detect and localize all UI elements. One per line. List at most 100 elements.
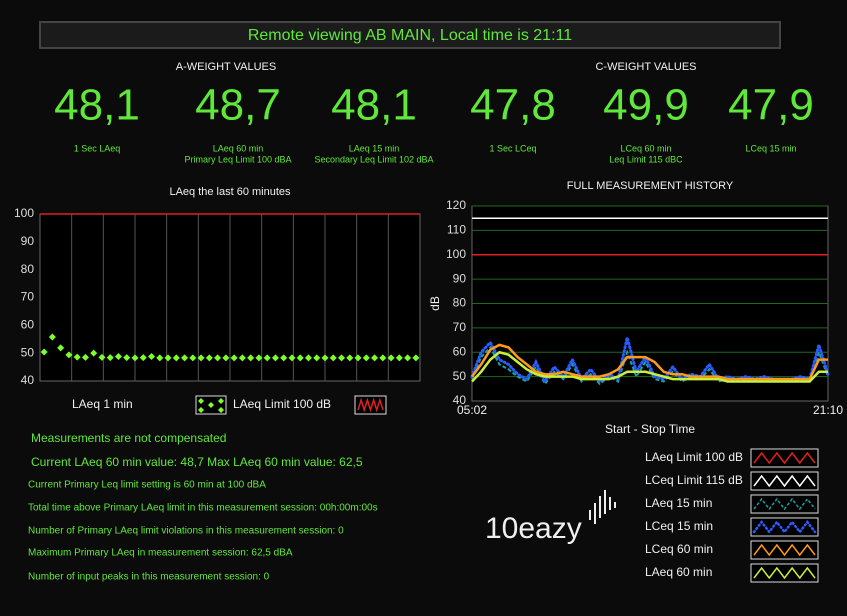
y-tick-label: 80: [21, 262, 35, 276]
legend-icon: [753, 451, 816, 465]
y-tick-label: 60: [21, 318, 35, 332]
marker: [288, 354, 296, 362]
y-tick-label: 100: [446, 247, 466, 261]
legend-label: LAeq Limit 100 dB: [645, 450, 743, 464]
marker: [214, 354, 222, 362]
reading-label: Secondary Leq Limit 102 dBA: [314, 154, 433, 164]
marker: [362, 354, 370, 362]
reading-label: LAeq 60 min: [213, 143, 264, 153]
reading-value: 48,7: [195, 81, 281, 130]
legend-icon: [357, 397, 384, 413]
status-line: Current Primary Leq limit setting is 60 …: [28, 480, 266, 491]
legend-label: LAeq Limit 100 dB: [233, 397, 331, 411]
legend-label: LCeq 15 min: [645, 519, 713, 533]
legend-label: LAeq 15 min: [645, 496, 712, 510]
marker: [346, 354, 354, 362]
reading-label: LAeq 15 min: [349, 143, 400, 153]
marker: [296, 354, 304, 362]
marker: [313, 354, 321, 362]
marker: [48, 333, 56, 341]
y-tick-label: 70: [453, 320, 467, 334]
legend-icon: [218, 398, 224, 404]
marker: [395, 354, 403, 362]
marker: [181, 354, 189, 362]
marker: [65, 351, 73, 359]
marker: [156, 354, 164, 362]
logo: 10eazy: [485, 512, 582, 545]
legend-icon: [753, 474, 816, 488]
legend-label: LAeq 1 min: [72, 397, 133, 411]
reading-label: Primary Leq Limit 100 dBA: [184, 154, 291, 164]
x-axis-label: Start - Stop Time: [605, 422, 695, 436]
y-tick-label: 90: [453, 271, 467, 285]
marker: [238, 354, 246, 362]
legend-label: LCeq Limit 115 dB: [645, 473, 743, 487]
reading-label: Leq Limit 115 dBC: [609, 154, 683, 164]
series-line: [471, 350, 828, 383]
marker: [404, 354, 412, 362]
legend-icon: [198, 407, 204, 413]
marker: [131, 354, 139, 362]
marker: [321, 354, 329, 362]
section-title: A-WEIGHT VALUES: [176, 61, 276, 73]
series-line: [470, 343, 828, 381]
legend-icon: [198, 398, 204, 404]
legend-label: LCeq 60 min: [645, 542, 713, 556]
status-line: Maximum Primary LAeq in measurement sess…: [28, 548, 293, 559]
y-tick-label: 70: [21, 290, 35, 304]
legend-label: LAeq 60 min: [645, 565, 712, 579]
marker: [255, 354, 263, 362]
marker: [247, 354, 255, 362]
reading-value: 48,1: [331, 81, 417, 130]
y-tick-label: 40: [21, 373, 35, 387]
reading-value: 49,9: [603, 81, 689, 130]
y-tick-label: 110: [447, 223, 466, 237]
legend-icon: [218, 407, 224, 413]
marker: [371, 354, 379, 362]
status-line: Number of input peaks in this measuremen…: [28, 572, 270, 583]
marker: [412, 354, 420, 362]
legend-icon: [752, 519, 817, 535]
marker: [40, 348, 48, 356]
y-tick-label: 60: [453, 344, 467, 358]
marker: [354, 354, 362, 362]
legend-icon-frame: [750, 494, 819, 514]
logo-bars: [589, 490, 616, 524]
y-tick-label: 100: [14, 206, 34, 220]
marker: [73, 353, 81, 361]
status-line: Total time above Primary LAeq limit in t…: [28, 503, 378, 514]
status-line: Current LAeq 60 min value: 48,7 Max LAeq…: [31, 455, 363, 469]
legend-icon: [753, 497, 816, 511]
y-tick-label: 50: [21, 345, 35, 359]
y-tick-label: 40: [453, 393, 467, 407]
marker: [90, 349, 98, 357]
marker: [172, 354, 180, 362]
marker: [139, 354, 147, 362]
marker: [106, 354, 114, 362]
reading-value: 47,9: [728, 81, 814, 130]
reading-value: 48,1: [54, 81, 140, 130]
marker: [338, 354, 346, 362]
x-tick-label: 05:02: [457, 403, 487, 417]
reading-label: 1 Sec LCeq: [489, 143, 536, 153]
legend-icon-frame: [750, 540, 819, 560]
legend-icon: [208, 402, 214, 408]
marker: [222, 354, 230, 362]
legend-icon-frame: [750, 563, 819, 583]
marker: [263, 354, 271, 362]
reading-label: LCeq 15 min: [745, 143, 796, 153]
header-bar: [39, 21, 781, 49]
marker: [98, 353, 106, 361]
marker: [230, 354, 238, 362]
marker: [197, 354, 205, 362]
legend-icon-frame: [750, 448, 819, 468]
marker: [164, 354, 172, 362]
y-tick-label: 90: [21, 234, 35, 248]
marker: [387, 354, 395, 362]
y-tick-label: 50: [453, 369, 467, 383]
legend-icon: [753, 566, 816, 580]
chart-title: FULL MEASUREMENT HISTORY: [567, 180, 734, 192]
marker: [148, 353, 156, 361]
